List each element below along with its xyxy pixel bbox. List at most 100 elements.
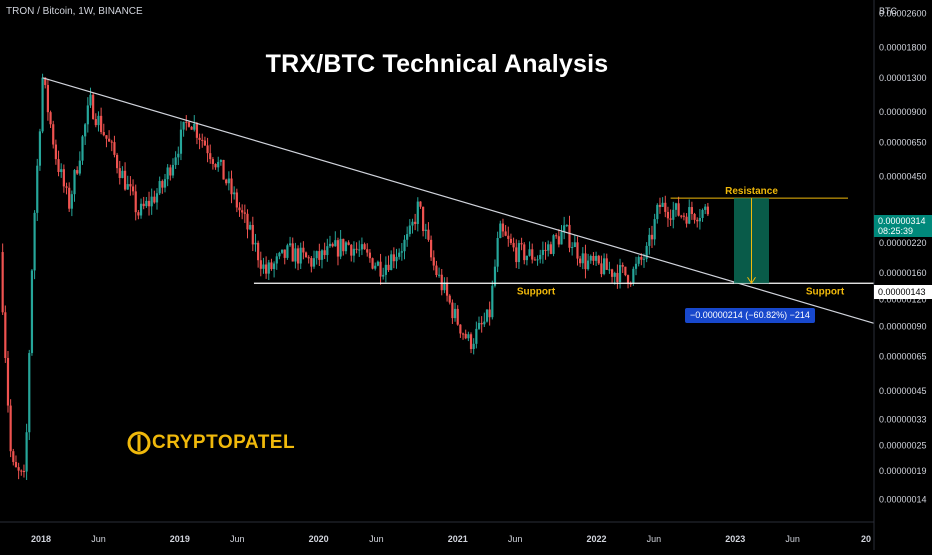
candle-body — [416, 201, 419, 224]
candle-body — [86, 105, 89, 125]
candle-body — [209, 153, 212, 160]
support-label-left: Support — [517, 286, 556, 297]
candle-body — [195, 123, 199, 138]
candle-body — [422, 206, 425, 232]
candle-body — [155, 193, 159, 203]
candle-body — [544, 249, 547, 251]
candle-body — [499, 223, 502, 239]
candle-body — [46, 85, 50, 113]
candle-body — [163, 179, 167, 188]
candle-body — [374, 265, 377, 269]
candle-body — [451, 302, 454, 319]
candle-body — [60, 169, 63, 173]
price-tick-label: 0.00000019 — [879, 466, 927, 476]
candle-body — [605, 258, 608, 270]
time-tick-label: 2021 — [448, 534, 468, 544]
candle-body — [129, 184, 132, 187]
candle-body — [488, 309, 491, 318]
candle-body — [520, 243, 523, 245]
candle-body — [541, 249, 544, 255]
candle-body — [600, 263, 603, 275]
chart-title: TRX/BTC Technical Analysis — [265, 50, 609, 78]
candle-body — [379, 261, 382, 277]
candle-body — [254, 242, 257, 245]
candle-body — [344, 242, 348, 252]
candle-body — [390, 254, 393, 271]
price-tick-label: 0.00001300 — [879, 73, 927, 83]
candle-body — [243, 212, 246, 214]
candle-body — [275, 256, 278, 264]
candle-body — [656, 204, 659, 220]
candle-body — [350, 244, 353, 256]
candle-body — [461, 333, 465, 335]
candle-body — [336, 240, 340, 257]
time-tick-label: Jun — [230, 534, 245, 544]
candle-body — [347, 242, 350, 245]
candle-body — [414, 221, 417, 224]
candle-body — [632, 268, 635, 284]
candle-body — [485, 309, 489, 322]
candle-body — [472, 343, 475, 350]
candle-body — [690, 207, 694, 214]
candle-body — [118, 168, 121, 178]
candle-body — [576, 242, 579, 259]
candle-body — [360, 244, 364, 250]
candle-body — [674, 203, 678, 210]
candle-body — [661, 202, 664, 207]
cryptopatel-coin-icon — [127, 431, 151, 455]
candle-body — [272, 263, 276, 270]
candle-body — [621, 265, 624, 267]
candle-body — [206, 145, 209, 154]
candle-body — [246, 213, 249, 230]
candle-body — [594, 255, 598, 261]
support-label-right: Support — [806, 286, 845, 297]
candle-body — [108, 138, 111, 142]
candle-body — [9, 405, 12, 452]
candle-body — [664, 202, 667, 212]
candle-body — [634, 263, 638, 269]
candle-body — [68, 187, 71, 209]
candle-body — [701, 209, 704, 218]
candle-body — [400, 251, 403, 253]
candle-body — [62, 169, 65, 187]
price-tick-label: 0.00001800 — [879, 43, 927, 53]
brand-logo: CRYPTOPATEL — [126, 430, 295, 456]
candle-body — [288, 243, 292, 246]
candle-body — [294, 248, 297, 262]
candle-body — [4, 312, 7, 358]
candle-body — [549, 244, 552, 254]
candle-body — [169, 167, 172, 176]
candle-body — [597, 255, 600, 264]
candle-body — [387, 264, 390, 271]
candle-body — [563, 225, 566, 233]
candle-body — [17, 467, 20, 471]
candle-body — [366, 249, 369, 253]
candle-body — [57, 159, 60, 173]
time-tick-label: Jun — [785, 534, 800, 544]
candle-body — [123, 170, 127, 190]
candle-body — [14, 461, 18, 468]
candle-body — [448, 295, 451, 303]
candle-body — [257, 242, 260, 261]
candle-body — [113, 142, 116, 155]
candle-body — [238, 207, 241, 211]
candle-body — [669, 218, 672, 220]
candle-body — [318, 251, 321, 260]
candle-body — [291, 243, 294, 262]
candle-body — [219, 159, 222, 162]
candle-body — [568, 224, 571, 248]
candle-body — [688, 207, 691, 224]
measure-arrowhead — [747, 276, 756, 285]
candle-body — [49, 112, 52, 125]
candle-body — [602, 258, 606, 275]
candle-body — [70, 194, 73, 209]
candle-body — [581, 253, 584, 264]
candle-body — [265, 264, 268, 274]
price-tick-label: 0.00000025 — [879, 441, 927, 451]
price-tick-label: 0.00000160 — [879, 268, 927, 278]
time-tick-label: Jun — [647, 534, 662, 544]
candle-body — [640, 257, 643, 260]
price-tick-label: 0.00000450 — [879, 172, 927, 182]
